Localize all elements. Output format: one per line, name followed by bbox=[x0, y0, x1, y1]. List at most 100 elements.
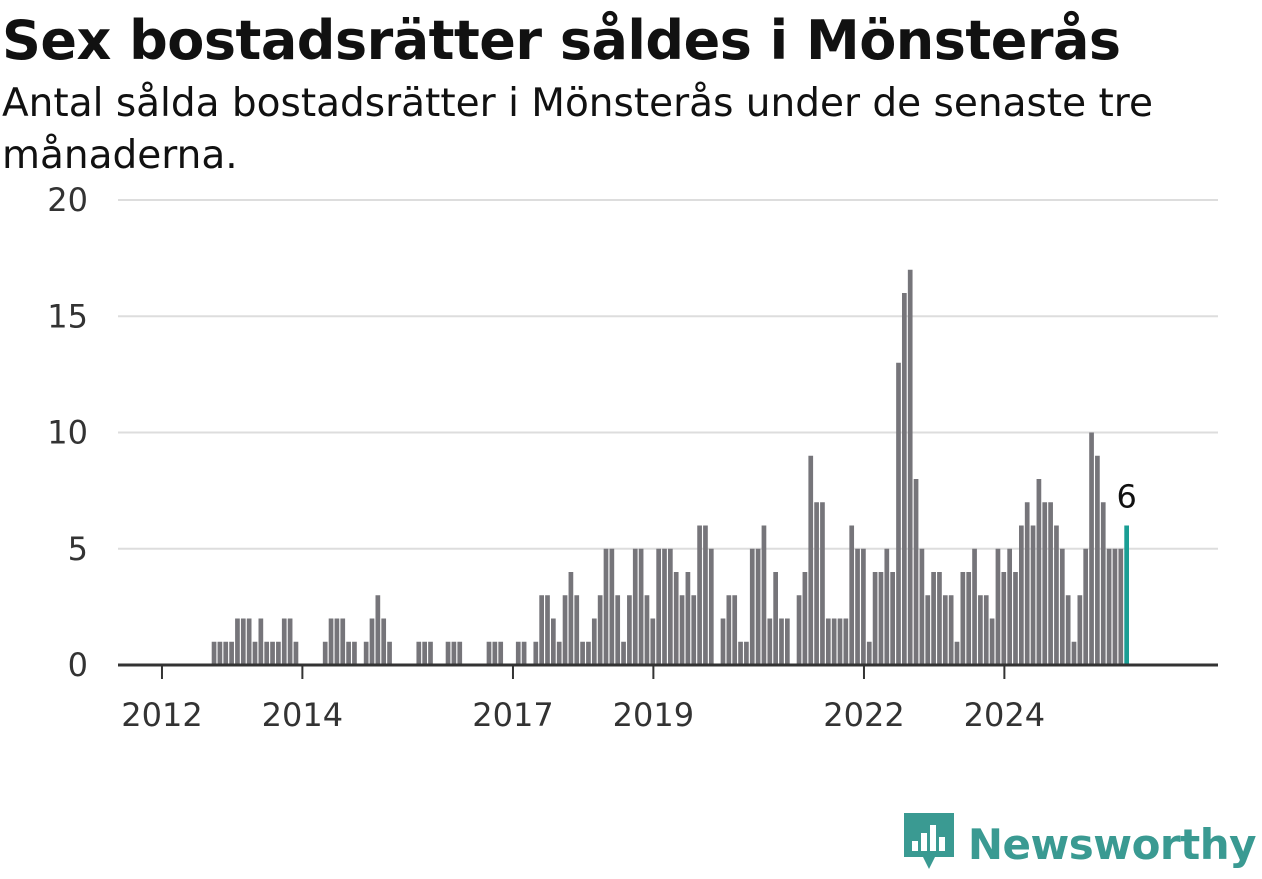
x-tick-label: 2012 bbox=[121, 696, 202, 734]
bar bbox=[679, 595, 685, 665]
bar bbox=[428, 641, 433, 665]
bar bbox=[831, 618, 837, 665]
bar bbox=[866, 641, 872, 665]
y-tick-label: 20 bbox=[47, 181, 88, 219]
bar bbox=[276, 641, 281, 665]
bar bbox=[656, 548, 661, 665]
bar bbox=[755, 548, 761, 665]
y-tick-label: 10 bbox=[47, 414, 88, 452]
bar bbox=[644, 595, 650, 665]
bar bbox=[761, 525, 767, 665]
y-tick-label: 0 bbox=[68, 646, 88, 684]
bar bbox=[650, 618, 656, 665]
bar bbox=[451, 641, 457, 665]
bar bbox=[861, 548, 866, 665]
x-tick-label: 2024 bbox=[964, 696, 1045, 734]
bar bbox=[668, 548, 673, 665]
bar bbox=[662, 548, 667, 665]
bar bbox=[913, 479, 919, 665]
bar bbox=[732, 595, 738, 665]
bar bbox=[960, 572, 966, 665]
x-tick-label: 2019 bbox=[613, 696, 694, 734]
bar bbox=[521, 641, 527, 665]
bar bbox=[281, 618, 287, 665]
bar bbox=[562, 595, 568, 665]
bar bbox=[1083, 548, 1089, 665]
bar bbox=[597, 595, 603, 665]
highlight-bar bbox=[1124, 525, 1129, 665]
bar bbox=[270, 641, 275, 665]
bar bbox=[942, 595, 948, 665]
bar bbox=[726, 595, 732, 665]
bar bbox=[685, 572, 691, 665]
bar bbox=[919, 548, 925, 665]
bar bbox=[673, 572, 679, 665]
bar bbox=[223, 641, 229, 665]
bar bbox=[381, 618, 387, 665]
bar bbox=[556, 641, 562, 665]
bar bbox=[375, 595, 381, 665]
bar bbox=[773, 572, 778, 665]
bar bbox=[1019, 525, 1024, 665]
bar bbox=[416, 641, 422, 665]
bar bbox=[989, 618, 995, 665]
bar bbox=[697, 525, 702, 665]
y-tick-label: 5 bbox=[68, 530, 88, 568]
bar bbox=[703, 525, 708, 665]
bar bbox=[878, 572, 884, 665]
bar bbox=[293, 641, 299, 665]
bar bbox=[814, 502, 819, 665]
bar bbox=[837, 618, 843, 665]
bar bbox=[246, 618, 252, 665]
bar bbox=[1089, 432, 1094, 665]
bar bbox=[744, 641, 749, 665]
bar bbox=[498, 641, 504, 665]
bar bbox=[322, 641, 328, 665]
bar bbox=[1036, 479, 1042, 665]
bar bbox=[902, 293, 907, 665]
bar bbox=[445, 641, 451, 665]
bar bbox=[802, 572, 808, 665]
bar bbox=[258, 618, 264, 665]
bar bbox=[931, 572, 936, 665]
bar bbox=[211, 641, 217, 665]
bar bbox=[966, 572, 972, 665]
bar bbox=[820, 502, 825, 665]
bar bbox=[738, 641, 743, 665]
bar bbox=[907, 269, 913, 665]
bar bbox=[796, 595, 802, 665]
bar bbox=[369, 618, 375, 665]
bar bbox=[1106, 548, 1112, 665]
bar bbox=[638, 548, 644, 665]
bar bbox=[609, 548, 615, 665]
bar bbox=[1071, 641, 1077, 665]
bar bbox=[1030, 525, 1036, 665]
bar bbox=[720, 618, 726, 665]
bar bbox=[252, 641, 258, 665]
bar bbox=[568, 572, 574, 665]
bar bbox=[1059, 548, 1065, 665]
bar bbox=[621, 641, 626, 665]
bar bbox=[287, 618, 293, 665]
bar bbox=[978, 595, 983, 665]
bar bbox=[340, 618, 346, 665]
bar bbox=[1013, 572, 1018, 665]
bar bbox=[515, 641, 521, 665]
bar bbox=[843, 618, 849, 665]
bar bbox=[240, 618, 246, 665]
bar bbox=[872, 572, 878, 665]
bar bbox=[1065, 595, 1071, 665]
bar bbox=[808, 455, 814, 665]
bar bbox=[1100, 502, 1106, 665]
bar bbox=[937, 572, 942, 665]
bar bbox=[948, 595, 954, 665]
bar bbox=[229, 641, 234, 665]
chart-title: Sex bostadsrätter såldes i Mönsterås bbox=[2, 9, 1121, 72]
bar bbox=[785, 618, 790, 665]
bar bbox=[825, 618, 831, 665]
bar bbox=[954, 641, 960, 665]
bar bbox=[586, 641, 591, 665]
bar bbox=[574, 595, 580, 665]
bar bbox=[995, 548, 1001, 665]
bar bbox=[890, 572, 895, 665]
